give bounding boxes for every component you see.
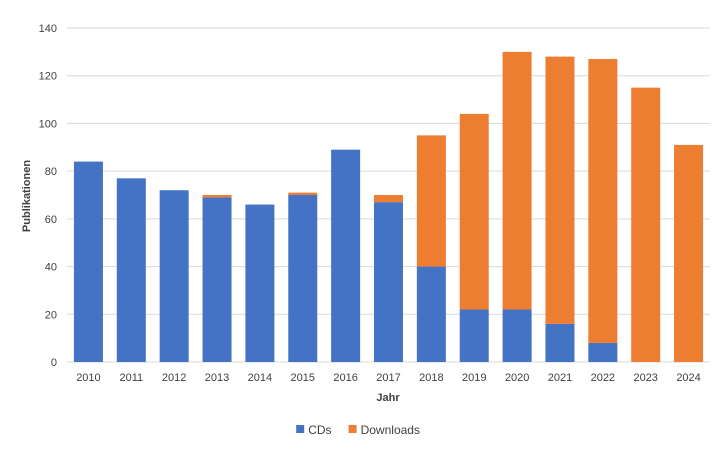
legend-label-cds: CDs: [308, 423, 331, 437]
y-tick-label: 140: [39, 23, 57, 35]
legend-label-downloads: Downloads: [361, 423, 420, 437]
bar-cds-2018: [416, 266, 446, 362]
bar-cds-2021: [545, 323, 575, 362]
x-tick-label: 2019: [462, 372, 486, 384]
x-tick-label: 2023: [633, 372, 657, 384]
bar-downloads-2015: [288, 192, 318, 195]
bar-downloads-2013: [202, 195, 232, 198]
y-tick-label: 80: [45, 166, 57, 178]
bar-downloads-2023: [631, 87, 661, 363]
x-tick-label: 2010: [76, 372, 100, 384]
x-tick-label: 2013: [205, 372, 229, 384]
x-tick-label: 2015: [291, 372, 315, 384]
bar-downloads-2022: [588, 59, 618, 343]
bar-cds-2022: [588, 342, 618, 362]
x-tick-label: 2018: [419, 372, 443, 384]
bar-cds-2014: [245, 204, 275, 362]
bar-downloads-2020: [502, 51, 532, 310]
bar-cds-2016: [331, 149, 361, 362]
legend-swatch-cds: [296, 425, 305, 433]
y-tick-label: 20: [45, 309, 57, 321]
x-tick-label: 2014: [248, 372, 272, 384]
y-tick-label: 60: [45, 214, 57, 226]
bar-cds-2012: [159, 190, 189, 362]
x-tick-label: 2012: [162, 372, 186, 384]
axes: 0 20 40 60 80 100 120 140 2010 2011 2012 2013 2014 20…: [39, 23, 701, 384]
bar-cds-2017: [374, 202, 403, 362]
bar-downloads-2024: [674, 144, 704, 362]
bar-downloads-2017: [374, 195, 403, 203]
bar-downloads-2018: [416, 135, 446, 267]
y-tick-label: 120: [39, 71, 57, 83]
x-tick-label: 2021: [548, 372, 572, 384]
bar-cds-2011: [116, 178, 146, 362]
x-tick-label: 2017: [376, 372, 400, 384]
y-tick-label: 100: [39, 118, 57, 130]
y-tick-label: 40: [45, 262, 57, 274]
bars: [73, 51, 704, 363]
bar-cds-2019: [459, 309, 489, 362]
bar-cds-2020: [502, 309, 532, 362]
bar-downloads-2021: [545, 56, 575, 324]
y-axis-title: Publikationen: [21, 160, 33, 232]
legend: CDs Downloads: [296, 423, 420, 437]
bar-cds-2013: [202, 197, 232, 362]
x-tick-label: 2016: [333, 372, 357, 384]
x-tick-label: 2024: [676, 372, 700, 384]
x-axis-title: Jahr: [376, 392, 400, 404]
bar-downloads-2019: [459, 113, 489, 310]
y-tick-label: 0: [51, 357, 57, 369]
x-tick-label: 2020: [505, 372, 529, 384]
bar-cds-2010: [73, 161, 103, 362]
x-tick-label: 2022: [591, 372, 615, 384]
legend-swatch-downloads: [348, 425, 357, 433]
bar-cds-2015: [288, 195, 318, 362]
x-tick-label: 2011: [119, 372, 143, 384]
